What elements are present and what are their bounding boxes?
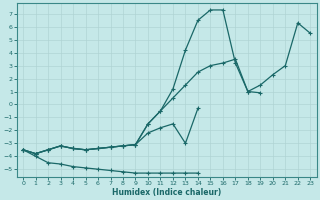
X-axis label: Humidex (Indice chaleur): Humidex (Indice chaleur)	[112, 188, 221, 197]
